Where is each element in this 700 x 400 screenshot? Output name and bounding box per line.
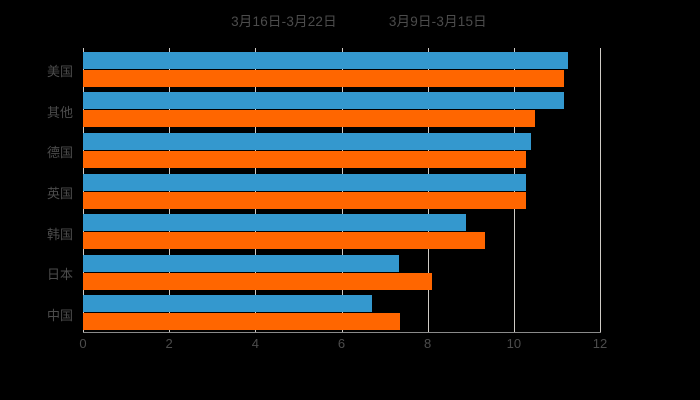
x-tick-label-12: 12 <box>592 336 608 351</box>
bar-group <box>83 295 600 331</box>
y-axis-category-labels: 美国其他德国英国韩国日本中国 <box>0 48 73 332</box>
bar-日本-series-1[interactable] <box>83 272 432 290</box>
legend-item-series-0[interactable]: 3月16日-3月22日 <box>213 10 337 30</box>
x-tick-label-4: 4 <box>251 336 259 351</box>
gridline-12 <box>600 48 601 332</box>
bar-group <box>83 51 600 87</box>
x-axis-tick-labels: 0 2 4 6 8 10 12 <box>0 336 700 360</box>
bar-group <box>83 254 600 290</box>
square-marker-icon <box>371 15 382 26</box>
bar-英国-series-0[interactable] <box>83 173 526 191</box>
bar-其他-series-1[interactable] <box>83 110 535 128</box>
category-label-德国: 德国 <box>46 145 73 161</box>
category-label-日本: 日本 <box>46 267 73 283</box>
category-label-中国: 中国 <box>46 307 73 323</box>
legend-label-series-1: 3月9日-3月15日 <box>388 14 487 29</box>
bar-group <box>83 173 600 209</box>
bar-日本-series-0[interactable] <box>83 254 400 272</box>
category-label-美国: 美国 <box>46 64 73 80</box>
bar-英国-series-1[interactable] <box>83 191 526 209</box>
circle-marker-icon <box>213 15 224 26</box>
bar-韩国-series-0[interactable] <box>83 214 467 232</box>
legend-label-series-0: 3月16日-3月22日 <box>231 14 337 29</box>
bar-group <box>83 132 600 168</box>
x-tick-label-2: 2 <box>165 336 173 351</box>
bar-美国-series-0[interactable] <box>83 51 568 69</box>
chart-legend: 3月16日-3月22日 3月9日-3月15日 <box>0 10 700 30</box>
bar-中国-series-0[interactable] <box>83 295 373 313</box>
bar-group <box>83 214 600 250</box>
x-tick-label-0: 0 <box>79 336 87 351</box>
plot-area <box>83 48 601 332</box>
x-axis-line <box>83 332 601 333</box>
bar-韩国-series-1[interactable] <box>83 232 486 250</box>
x-tick-label-6: 6 <box>337 336 346 351</box>
bar-group <box>83 92 600 128</box>
bar-中国-series-1[interactable] <box>83 313 401 331</box>
bar-德国-series-1[interactable] <box>83 150 527 168</box>
bar-其他-series-0[interactable] <box>83 92 565 110</box>
x-tick-label-10: 10 <box>506 336 522 351</box>
category-label-韩国: 韩国 <box>46 226 73 242</box>
x-tick-label-8: 8 <box>424 336 432 351</box>
bar-德国-series-0[interactable] <box>83 132 532 150</box>
category-label-英国: 英国 <box>46 186 73 201</box>
legend-item-series-1[interactable]: 3月9日-3月15日 <box>371 10 487 30</box>
bar-美国-series-1[interactable] <box>83 69 565 87</box>
category-label-其他: 其他 <box>46 104 73 120</box>
